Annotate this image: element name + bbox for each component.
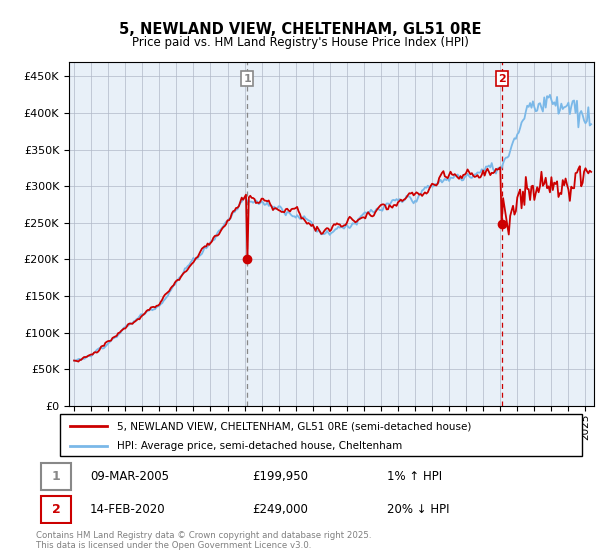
Text: 14-FEB-2020: 14-FEB-2020 [90,503,166,516]
FancyBboxPatch shape [41,496,71,523]
FancyBboxPatch shape [496,72,508,86]
FancyBboxPatch shape [60,414,582,456]
Text: Contains HM Land Registry data © Crown copyright and database right 2025.
This d: Contains HM Land Registry data © Crown c… [36,531,371,550]
Text: £249,000: £249,000 [252,503,308,516]
Text: 09-MAR-2005: 09-MAR-2005 [90,470,169,483]
Text: 2: 2 [52,503,61,516]
Text: £199,950: £199,950 [252,470,308,483]
Text: 5, NEWLAND VIEW, CHELTENHAM, GL51 0RE (semi-detached house): 5, NEWLAND VIEW, CHELTENHAM, GL51 0RE (s… [118,421,472,431]
Text: 1% ↑ HPI: 1% ↑ HPI [387,470,442,483]
Text: 1: 1 [52,470,61,483]
Text: Price paid vs. HM Land Registry's House Price Index (HPI): Price paid vs. HM Land Registry's House … [131,36,469,49]
Text: 5, NEWLAND VIEW, CHELTENHAM, GL51 0RE: 5, NEWLAND VIEW, CHELTENHAM, GL51 0RE [119,22,481,38]
Text: 2: 2 [499,74,506,84]
FancyBboxPatch shape [41,463,71,490]
Text: 20% ↓ HPI: 20% ↓ HPI [387,503,449,516]
Text: HPI: Average price, semi-detached house, Cheltenham: HPI: Average price, semi-detached house,… [118,441,403,451]
FancyBboxPatch shape [241,72,253,86]
Text: 1: 1 [244,74,251,84]
